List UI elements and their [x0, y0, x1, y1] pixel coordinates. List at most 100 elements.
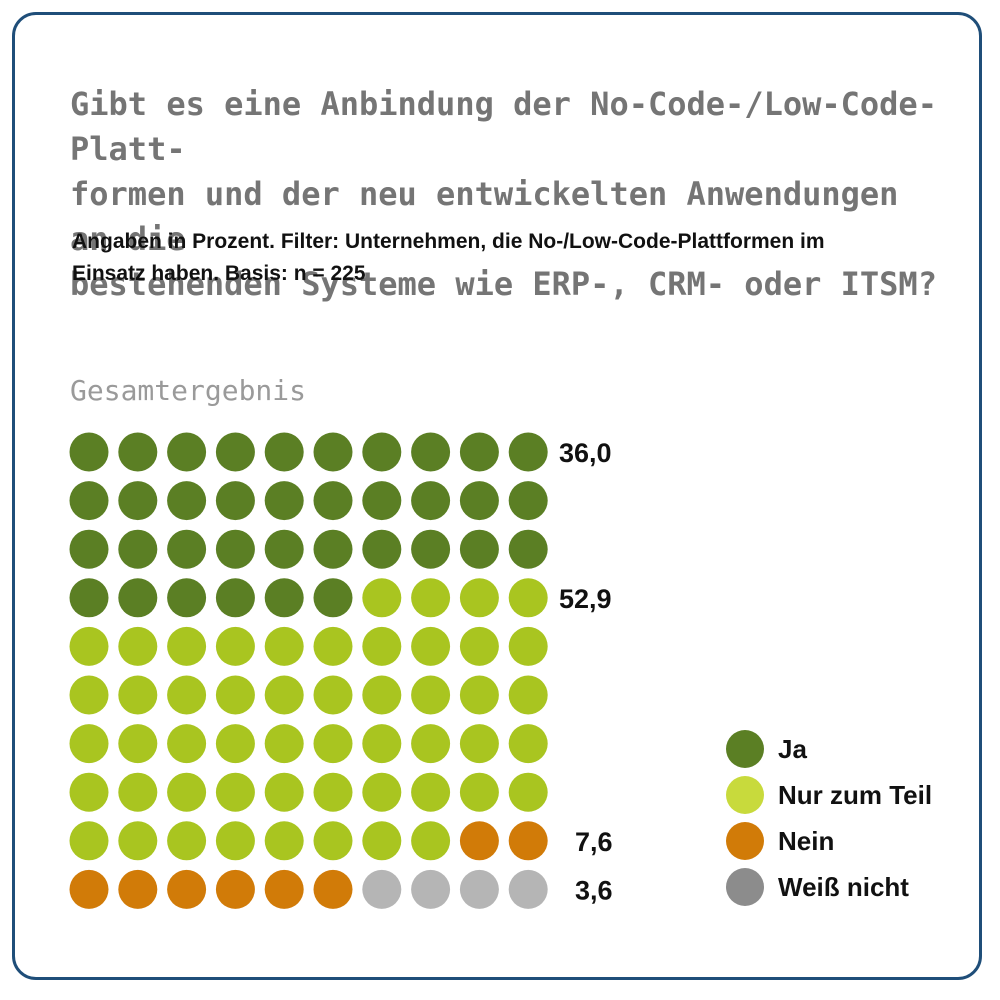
waffle-dot-nur-zum-teil — [313, 772, 353, 812]
waffle-dot-nur-zum-teil — [459, 675, 499, 715]
legend-swatch-nur-zum-teil — [726, 776, 764, 814]
waffle-dot-ja — [118, 529, 158, 569]
waffle-dot-nur-zum-teil — [264, 724, 304, 764]
waffle-dot-weiss-nicht — [459, 869, 499, 909]
waffle-dot-nur-zum-teil — [508, 724, 548, 764]
waffle-dot-nur-zum-teil — [118, 772, 158, 812]
waffle-dot-ja — [508, 529, 548, 569]
waffle-dot-ja — [362, 432, 402, 472]
waffle-dot-nur-zum-teil — [215, 626, 255, 666]
waffle-dot-nur-zum-teil — [508, 772, 548, 812]
waffle-dot-nein — [264, 869, 304, 909]
waffle-dot-ja — [459, 481, 499, 521]
legend-swatch-nein — [726, 822, 764, 860]
waffle-dot-nur-zum-teil — [69, 626, 109, 666]
legend-item-ja: Ja — [726, 726, 932, 772]
legend-item-nein: Nein — [726, 818, 932, 864]
legend-label-weiss-nicht: Weiß nicht — [778, 871, 909, 902]
title-line-1: Gibt es eine Anbindung der No-Code-/Low-… — [70, 85, 937, 168]
waffle-dot-ja — [313, 481, 353, 521]
waffle-dot-nur-zum-teil — [459, 772, 499, 812]
waffle-dot-ja — [69, 529, 109, 569]
waffle-dot-ja — [118, 432, 158, 472]
legend-label-nur-zum-teil: Nur zum Teil — [778, 779, 933, 810]
waffle-dot-nur-zum-teil — [459, 724, 499, 764]
chart-subtitle: Angaben in Prozent. Filter: Unternehmen,… — [72, 226, 912, 290]
waffle-dot-nein — [459, 821, 499, 861]
waffle-dot-nein — [118, 869, 158, 909]
waffle-dot-nur-zum-teil — [313, 724, 353, 764]
waffle-dot-nur-zum-teil — [362, 626, 402, 666]
waffle-dot-nur-zum-teil — [362, 724, 402, 764]
waffle-dot-ja — [313, 578, 353, 618]
waffle-dot-ja — [167, 481, 207, 521]
waffle-dot-ja — [215, 578, 255, 618]
waffle-dot-nur-zum-teil — [69, 675, 109, 715]
waffle-dot-nur-zum-teil — [118, 626, 158, 666]
waffle-dot-ja — [411, 529, 451, 569]
waffle-dot-ja — [215, 481, 255, 521]
title-line-3: bestehenden Systeme wie ERP-, CRM- oder … — [70, 265, 937, 303]
waffle-dot-ja — [118, 578, 158, 618]
chart-title: Gibt es eine Anbindung der No-Code-/Low-… — [70, 82, 950, 307]
waffle-dot-ja — [411, 432, 451, 472]
waffle-dot-ja — [69, 578, 109, 618]
waffle-dot-ja — [264, 432, 304, 472]
waffle-dot-ja — [69, 481, 109, 521]
waffle-dot-ja — [264, 481, 304, 521]
waffle-dot-weiss-nicht — [362, 869, 402, 909]
waffle-dot-nur-zum-teil — [313, 821, 353, 861]
waffle-dot-ja — [508, 481, 548, 521]
waffle-dot-nur-zum-teil — [264, 772, 304, 812]
waffle-dot-ja — [167, 578, 207, 618]
legend-swatch-ja — [726, 730, 764, 768]
title-line-2: formen und der neu entwickelten Anwendun… — [70, 175, 899, 258]
waffle-dot-nur-zum-teil — [69, 821, 109, 861]
waffle-dot-nur-zum-teil — [411, 578, 451, 618]
waffle-dot-nein — [215, 869, 255, 909]
waffle-dot-nur-zum-teil — [362, 578, 402, 618]
waffle-dot-ja — [459, 432, 499, 472]
waffle-dot-nur-zum-teil — [167, 772, 207, 812]
waffle-dot-weiss-nicht — [508, 869, 548, 909]
waffle-dot-nur-zum-teil — [411, 724, 451, 764]
value-label-weiss-nicht: 3,6 — [575, 875, 613, 905]
value-label-ja: 36,0 — [559, 438, 612, 468]
waffle-dot-nur-zum-teil — [167, 626, 207, 666]
legend-label-nein: Nein — [778, 825, 835, 856]
waffle-dot-ja — [215, 529, 255, 569]
waffle-dot-nur-zum-teil — [264, 626, 304, 666]
waffle-dot-nur-zum-teil — [313, 626, 353, 666]
waffle-dot-ja — [118, 481, 158, 521]
legend: Ja Nur zum Teil Nein Weiß nicht — [726, 726, 932, 910]
legend-label-ja: Ja — [778, 733, 807, 764]
waffle-dot-nur-zum-teil — [411, 626, 451, 666]
waffle-dot-ja — [215, 432, 255, 472]
waffle-dot-nur-zum-teil — [264, 821, 304, 861]
waffle-dot-ja — [167, 529, 207, 569]
waffle-dot-nur-zum-teil — [313, 675, 353, 715]
waffle-dot-nein — [313, 869, 353, 909]
waffle-dot-nur-zum-teil — [167, 675, 207, 715]
waffle-dot-weiss-nicht — [411, 869, 451, 909]
waffle-dot-nur-zum-teil — [118, 821, 158, 861]
legend-swatch-weiss-nicht — [726, 868, 764, 906]
value-label-nur-zum-teil: 52,9 — [559, 584, 612, 614]
waffle-dot-nur-zum-teil — [215, 724, 255, 764]
value-label-nein: 7,6 — [575, 827, 613, 857]
waffle-dot-ja — [313, 529, 353, 569]
waffle-dot-nur-zum-teil — [118, 675, 158, 715]
waffle-dot-ja — [411, 481, 451, 521]
waffle-dot-ja — [69, 432, 109, 472]
waffle-dot-ja — [264, 529, 304, 569]
subtitle-line-2: Einsatz haben. Basis: n = 225 — [72, 262, 366, 285]
waffle-dot-nur-zum-teil — [411, 675, 451, 715]
waffle-dot-nur-zum-teil — [167, 821, 207, 861]
waffle-dot-nur-zum-teil — [215, 821, 255, 861]
waffle-dot-nur-zum-teil — [508, 675, 548, 715]
waffle-dot-nein — [508, 821, 548, 861]
waffle-dot-ja — [362, 481, 402, 521]
waffle-dot-nur-zum-teil — [508, 626, 548, 666]
waffle-dot-nur-zum-teil — [362, 772, 402, 812]
